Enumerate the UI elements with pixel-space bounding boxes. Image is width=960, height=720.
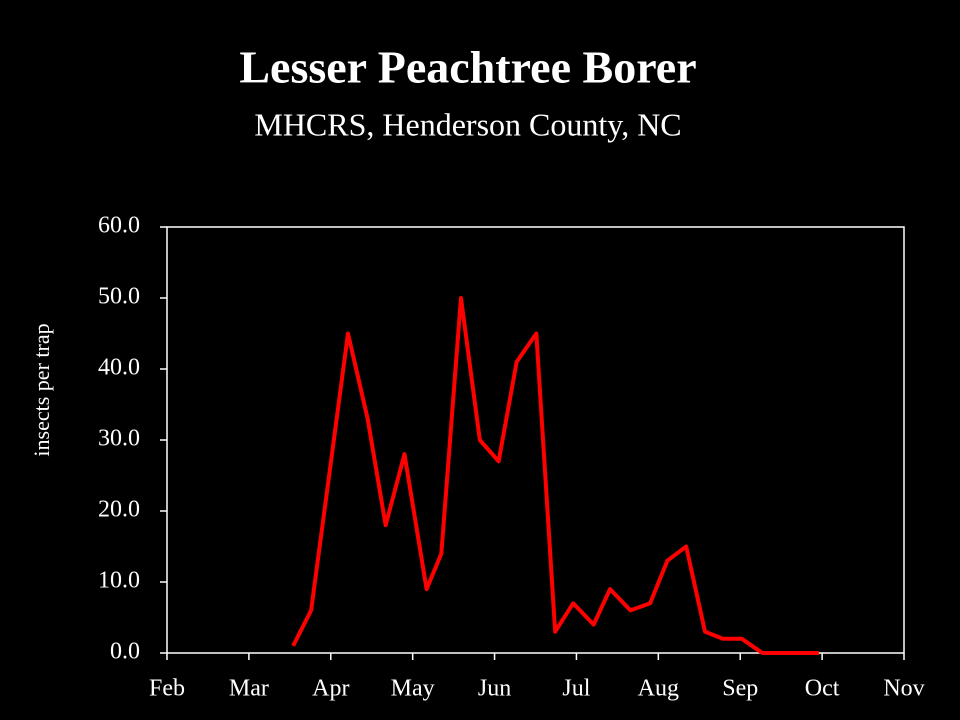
x-tick-label: Jun bbox=[478, 676, 511, 702]
chart-subtitle: MHCRS, Henderson County, NC bbox=[254, 106, 681, 142]
y-tick-label: 10.0 bbox=[98, 568, 140, 594]
x-tick-label: May bbox=[391, 676, 435, 702]
x-tick-label: Oct bbox=[805, 676, 840, 702]
y-tick-label: 20.0 bbox=[98, 497, 140, 523]
x-tick-label: Sep bbox=[722, 676, 758, 702]
y-tick-label: 50.0 bbox=[98, 284, 140, 310]
plot-frame bbox=[166, 226, 905, 654]
y-tick-label: 0.0 bbox=[110, 639, 140, 665]
y-tick-label: 30.0 bbox=[98, 426, 140, 452]
chart-title: Lesser Peachtree Borer bbox=[239, 42, 696, 93]
y-tick-label: 60.0 bbox=[98, 213, 140, 239]
x-tick-label: Jul bbox=[562, 676, 590, 702]
x-tick-label: Aug bbox=[638, 676, 679, 702]
y-axis-label: insects per trap bbox=[29, 323, 54, 456]
x-tick-label: Mar bbox=[229, 676, 269, 702]
x-tick-label: Nov bbox=[883, 676, 924, 702]
y-tick-label: 40.0 bbox=[98, 355, 140, 381]
data-line bbox=[291, 296, 819, 655]
x-tick-label: Apr bbox=[312, 676, 349, 702]
x-tick-label: Feb bbox=[149, 676, 185, 702]
